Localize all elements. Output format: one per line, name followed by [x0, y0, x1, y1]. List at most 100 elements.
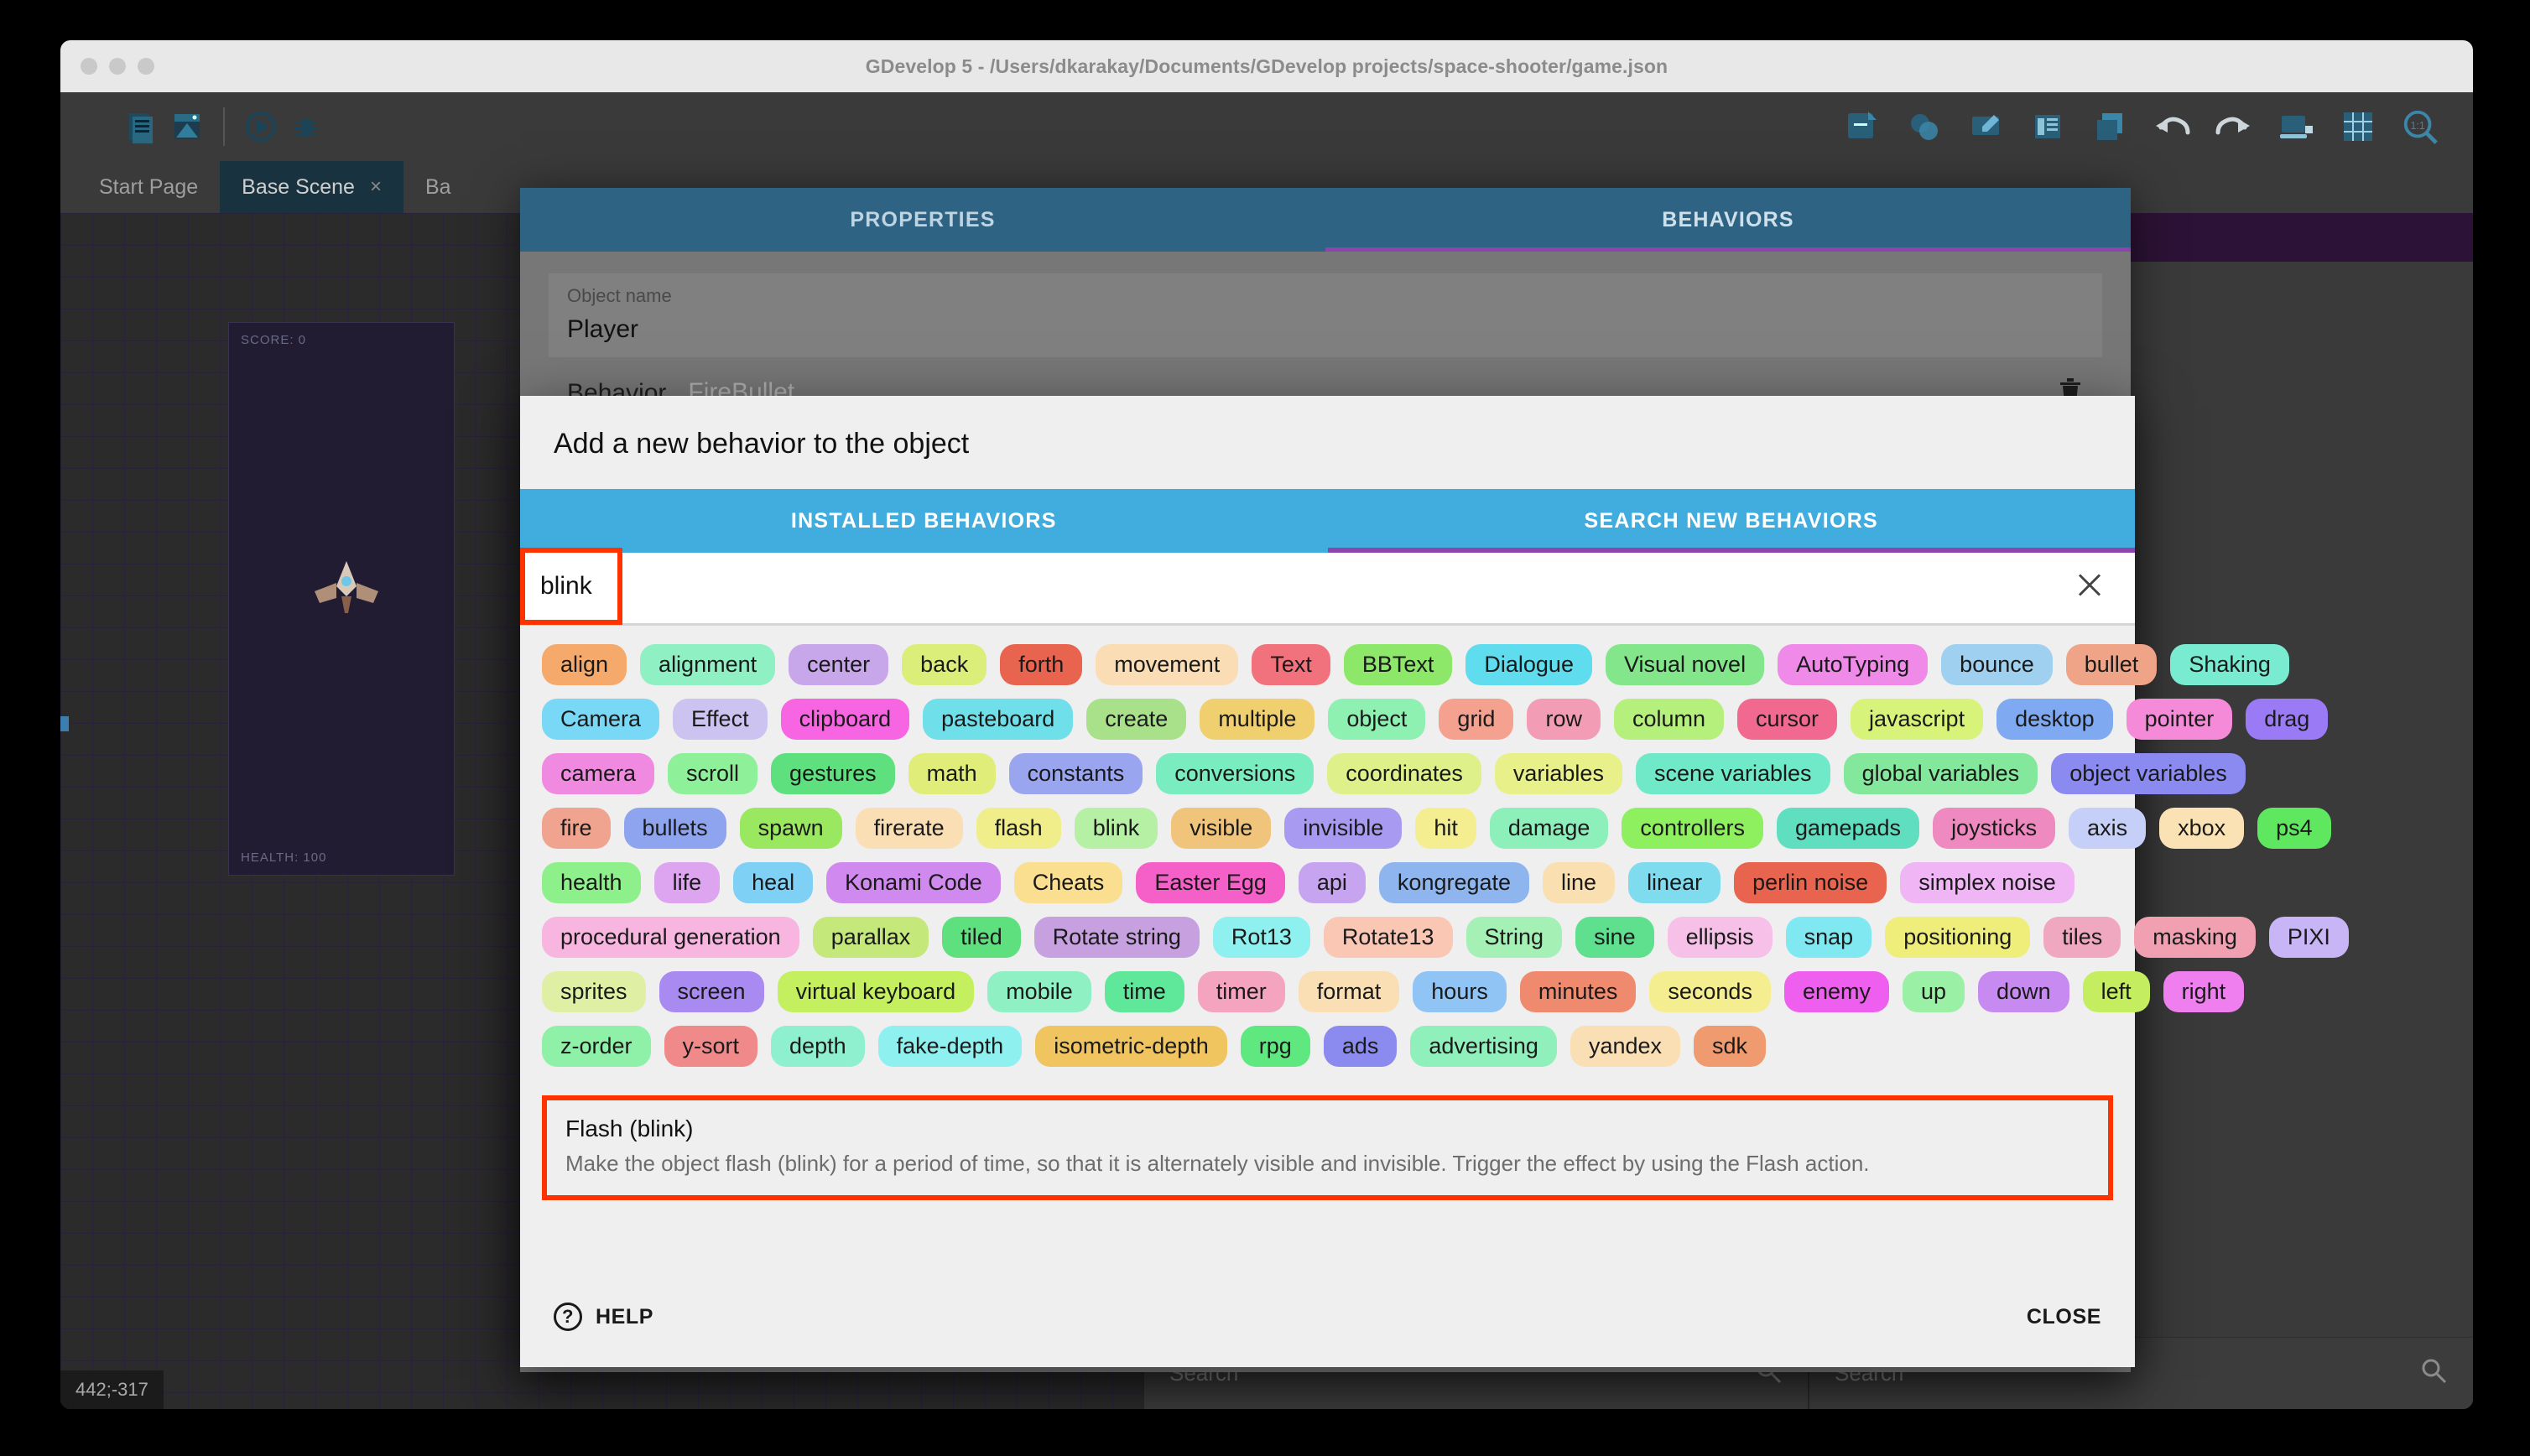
tag-chip[interactable]: virtual keyboard — [777, 971, 975, 1013]
tag-chip[interactable]: gestures — [771, 753, 895, 795]
tag-chip[interactable]: xbox — [2159, 808, 2245, 850]
tag-chip[interactable]: yandex — [1570, 1026, 1681, 1068]
zoom-reset-icon[interactable]: 1:1 — [2401, 107, 2439, 146]
tag-chip[interactable]: axis — [2069, 808, 2147, 850]
tag-chip[interactable]: firerate — [855, 808, 963, 850]
scene-instance-frame[interactable]: SCORE: 0 HEALTH: 100 — [228, 322, 455, 876]
object-group-icon[interactable] — [1904, 107, 1943, 146]
tag-chip[interactable]: invisible — [1284, 808, 1403, 850]
tag-chip[interactable]: rpg — [1240, 1026, 1310, 1068]
object-name-value[interactable]: Player — [567, 315, 639, 343]
play-icon[interactable] — [242, 107, 280, 146]
tag-chip[interactable]: Rotate13 — [1323, 917, 1453, 959]
search-icon[interactable] — [2419, 1356, 2448, 1391]
tag-chip[interactable]: javascript — [1851, 699, 1984, 741]
tag-chip[interactable]: fire — [542, 808, 611, 850]
tag-chip[interactable]: Rotate string — [1033, 917, 1200, 959]
tag-chip[interactable]: AutoTyping — [1778, 644, 1929, 686]
tag-chip[interactable]: line — [1543, 862, 1616, 904]
tag-chip[interactable]: fake-depth — [877, 1026, 1023, 1068]
grid-icon[interactable] — [2339, 107, 2377, 146]
tag-chip[interactable]: spawn — [739, 808, 842, 850]
tag-chip[interactable]: Text — [1252, 644, 1330, 686]
tag-chip[interactable]: mobile — [987, 971, 1091, 1013]
tag-chip[interactable]: api — [1298, 862, 1366, 904]
tag-chip[interactable]: Cheats — [1013, 862, 1123, 904]
tag-chip[interactable]: controllers — [1622, 808, 1763, 850]
tab-installed-behaviors[interactable]: INSTALLED BEHAVIORS — [520, 489, 1328, 553]
tag-chip[interactable]: cursor — [1737, 699, 1838, 741]
tag-chip[interactable]: object variables — [2051, 753, 2246, 795]
tag-chip[interactable]: bullet — [2065, 644, 2158, 686]
tag-chip[interactable]: conversions — [1156, 753, 1314, 795]
tag-chip[interactable]: snap — [1785, 917, 1872, 959]
tag-chip[interactable]: simplex noise — [1900, 862, 2074, 904]
tag-chip[interactable]: right — [2163, 971, 2245, 1013]
groups-search-bar[interactable]: Search — [1809, 1337, 2473, 1409]
tag-chip[interactable]: math — [908, 753, 996, 795]
tab-base-scene-events[interactable]: Ba — [403, 161, 473, 213]
tag-chip[interactable]: variables — [1494, 753, 1622, 795]
tag-chip[interactable]: Shaking — [2170, 644, 2289, 686]
tag-chip[interactable]: Easter Egg — [1136, 862, 1285, 904]
object-name-field[interactable]: Object name Player — [549, 273, 2102, 357]
tag-chip[interactable]: Dialogue — [1465, 644, 1592, 686]
tag-chip[interactable]: object — [1328, 699, 1426, 741]
tag-chip[interactable]: masking — [2134, 917, 2256, 959]
tag-chip[interactable]: minutes — [1519, 971, 1637, 1013]
tag-chip[interactable]: flash — [976, 808, 1061, 850]
tag-chip[interactable]: pasteboard — [923, 699, 1074, 741]
tag-chip[interactable]: positioning — [1885, 917, 2031, 959]
tag-chip[interactable]: global variables — [1843, 753, 2038, 795]
tag-chip[interactable]: sprites — [542, 971, 646, 1013]
tag-chip[interactable]: String — [1465, 917, 1563, 959]
tag-chip[interactable]: multiple — [1200, 699, 1315, 741]
tag-chip[interactable]: screen — [659, 971, 764, 1013]
scene-preview-icon[interactable] — [168, 107, 206, 146]
new-object-icon[interactable] — [1842, 107, 1881, 146]
tag-chip[interactable]: gamepads — [1776, 808, 1920, 850]
tag-chip[interactable]: scene variables — [1635, 753, 1830, 795]
help-button[interactable]: ? HELP — [554, 1303, 653, 1331]
tag-chip[interactable]: enemy — [1783, 971, 1889, 1013]
tag-chip[interactable]: Rot13 — [1212, 917, 1310, 959]
layers-icon[interactable] — [2090, 107, 2129, 146]
tab-base-scene[interactable]: Base Scene × — [220, 161, 403, 213]
tag-chip[interactable]: hours — [1413, 971, 1507, 1013]
tag-chip[interactable]: up — [1903, 971, 1965, 1013]
tag-chip[interactable]: parallax — [812, 917, 929, 959]
tag-chip[interactable]: row — [1527, 699, 1601, 741]
tag-chip[interactable]: procedural generation — [542, 917, 799, 959]
tag-chip[interactable]: isometric-depth — [1035, 1026, 1227, 1068]
tag-chip[interactable]: center — [789, 644, 889, 686]
tag-chip[interactable]: perlin noise — [1734, 862, 1887, 904]
tab-close-icon[interactable]: × — [369, 175, 382, 198]
tag-chip[interactable]: heal — [733, 862, 814, 904]
tag-chip[interactable]: joysticks — [1933, 808, 2056, 850]
tag-chip[interactable]: tiled — [942, 917, 1021, 959]
tag-chip[interactable]: life — [653, 862, 721, 904]
list-icon[interactable] — [2028, 107, 2067, 146]
tag-chip[interactable]: constants — [1008, 753, 1143, 795]
undo-icon[interactable] — [2153, 107, 2191, 146]
tag-chip[interactable]: align — [542, 644, 627, 686]
tag-chip[interactable]: tiles — [2043, 917, 2121, 959]
tab-behaviors[interactable]: BEHAVIORS — [1325, 188, 2131, 252]
tag-chip[interactable]: down — [1978, 971, 2069, 1013]
tag-chip[interactable]: linear — [1628, 862, 1721, 904]
tag-chip[interactable]: sine — [1575, 917, 1654, 959]
tag-chip[interactable]: desktop — [1996, 699, 2113, 741]
tag-chip[interactable]: clipboard — [780, 699, 910, 741]
tag-chip[interactable]: seconds — [1649, 971, 1771, 1013]
tag-chip[interactable]: blink — [1074, 808, 1158, 850]
search-input[interactable]: blink — [520, 548, 622, 625]
tag-chip[interactable]: hit — [1415, 808, 1476, 850]
tag-chip[interactable]: PIXI — [2268, 917, 2349, 959]
tag-chip[interactable]: alignment — [640, 644, 776, 686]
tag-chip[interactable]: scroll — [668, 753, 758, 795]
close-window-button[interactable] — [81, 58, 97, 75]
tag-chip[interactable]: Effect — [673, 699, 768, 741]
close-icon[interactable] — [2073, 569, 2106, 608]
tag-chip[interactable]: BBText — [1343, 644, 1453, 686]
tag-chip[interactable]: format — [1298, 971, 1400, 1013]
